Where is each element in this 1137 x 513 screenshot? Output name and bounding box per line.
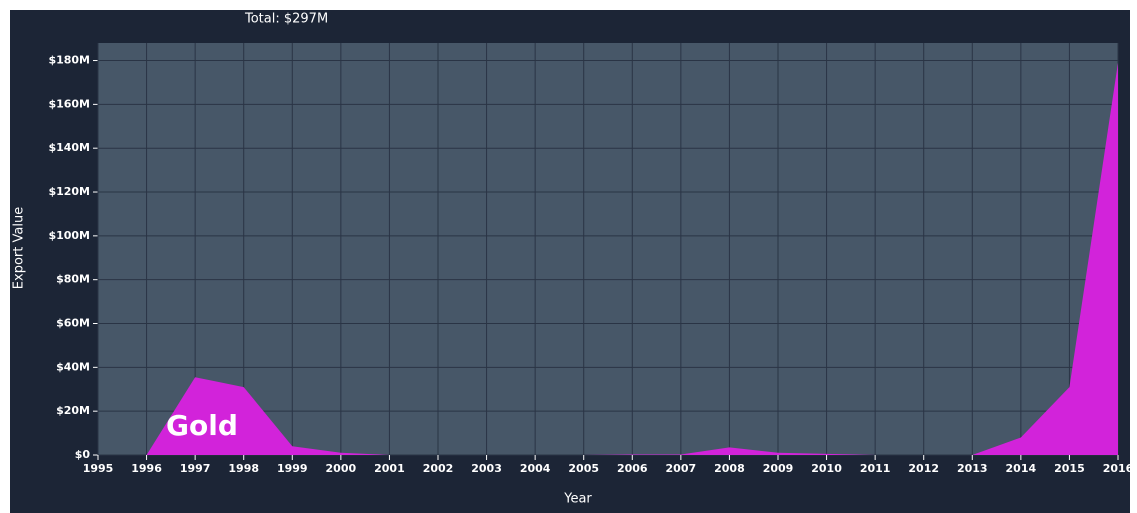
x-tick-label: 2011 bbox=[860, 462, 891, 475]
x-tick-label: 2000 bbox=[326, 462, 357, 475]
x-axis-label: Year bbox=[563, 492, 592, 507]
x-tick-label: 2007 bbox=[666, 462, 697, 475]
y-tick-label: $20M bbox=[56, 404, 90, 417]
x-tick-label: 1996 bbox=[131, 462, 162, 475]
x-tick-label: 2003 bbox=[471, 462, 502, 475]
y-tick-label: $100M bbox=[48, 229, 90, 242]
x-tick-label: 2014 bbox=[1006, 462, 1037, 475]
y-tick-label: $60M bbox=[56, 317, 90, 330]
x-tick-label: 2008 bbox=[714, 462, 745, 475]
x-tick-label: 2015 bbox=[1054, 462, 1085, 475]
plot-area bbox=[98, 43, 1118, 455]
x-tick-label: 2001 bbox=[374, 462, 405, 475]
x-tick-label: 2013 bbox=[957, 462, 988, 475]
series-label: Gold bbox=[166, 409, 238, 442]
y-tick-label: $140M bbox=[48, 141, 90, 154]
x-tick-label: 2004 bbox=[520, 462, 551, 475]
y-tick-label: $180M bbox=[48, 54, 90, 67]
x-tick-label: 2006 bbox=[617, 462, 648, 475]
x-tick-label: 2016 bbox=[1103, 462, 1134, 475]
x-tick-label: 1997 bbox=[180, 462, 211, 475]
subtitle: Total: $297M bbox=[244, 12, 328, 27]
y-tick-label: $40M bbox=[56, 360, 90, 373]
x-tick-label: 2005 bbox=[568, 462, 599, 475]
x-tick-label: 2009 bbox=[763, 462, 794, 475]
x-tick-label: 2002 bbox=[423, 462, 454, 475]
x-tick-label: 1998 bbox=[228, 462, 259, 475]
x-tick-label: 2012 bbox=[908, 462, 939, 475]
y-tick-label: $160M bbox=[48, 97, 90, 110]
y-tick-label: $120M bbox=[48, 185, 90, 198]
y-axis-label: Export Value bbox=[12, 207, 27, 289]
y-tick-label: $80M bbox=[56, 273, 90, 286]
x-tick-label: 2010 bbox=[811, 462, 842, 475]
x-tick-label: 1995 bbox=[83, 462, 114, 475]
area bbox=[98, 62, 1118, 456]
y-tick-label: $0 bbox=[75, 448, 91, 461]
x-tick-label: 1999 bbox=[277, 462, 308, 475]
